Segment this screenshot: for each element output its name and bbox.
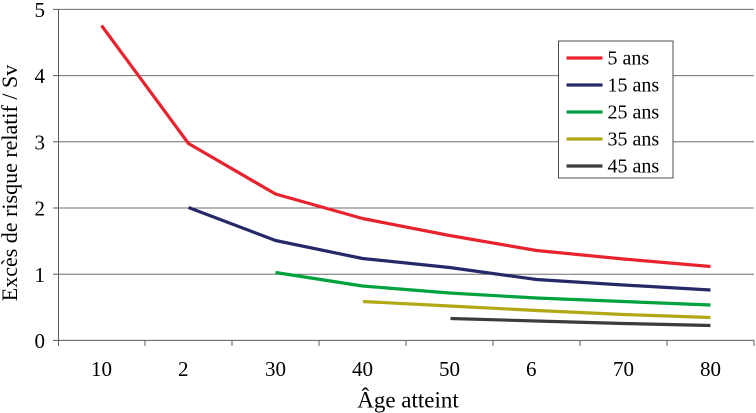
svg-text:2: 2 [178,357,189,381]
svg-text:5 ans: 5 ans [608,48,650,70]
svg-text:0: 0 [35,329,46,353]
svg-text:Excès de risque relatif / Sv: Excès de risque relatif / Sv [0,65,22,301]
svg-text:4: 4 [35,64,46,88]
svg-text:40: 40 [352,357,373,381]
svg-text:35 ans: 35 ans [608,129,660,151]
svg-text:70: 70 [613,357,634,381]
svg-text:5: 5 [35,0,46,22]
svg-text:45 ans: 45 ans [608,156,660,178]
svg-text:2: 2 [35,197,46,221]
svg-text:50: 50 [439,357,460,381]
svg-text:1: 1 [35,263,46,287]
svg-text:25 ans: 25 ans [608,102,660,124]
svg-text:Âge atteint: Âge atteint [357,388,459,413]
svg-text:30: 30 [265,357,286,381]
svg-text:15 ans: 15 ans [608,75,660,97]
svg-text:3: 3 [35,130,46,154]
svg-text:10: 10 [91,357,112,381]
svg-text:6: 6 [526,357,537,381]
svg-text:80: 80 [700,357,721,381]
